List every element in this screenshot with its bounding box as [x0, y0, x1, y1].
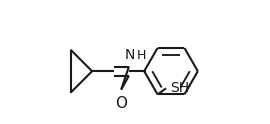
- Text: N: N: [125, 48, 135, 62]
- Text: SH: SH: [170, 80, 189, 94]
- Text: H: H: [137, 49, 146, 62]
- Text: O: O: [115, 96, 127, 111]
